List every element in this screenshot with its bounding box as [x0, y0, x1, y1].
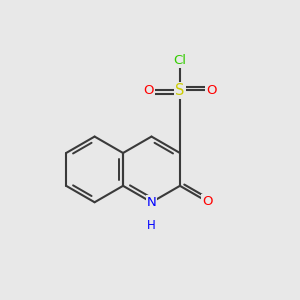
Text: S: S [175, 83, 184, 98]
Text: N: N [147, 196, 156, 209]
Text: H: H [147, 219, 156, 232]
Text: O: O [202, 195, 212, 208]
Text: Cl: Cl [173, 54, 186, 67]
Text: O: O [143, 84, 154, 97]
Text: O: O [206, 84, 217, 97]
